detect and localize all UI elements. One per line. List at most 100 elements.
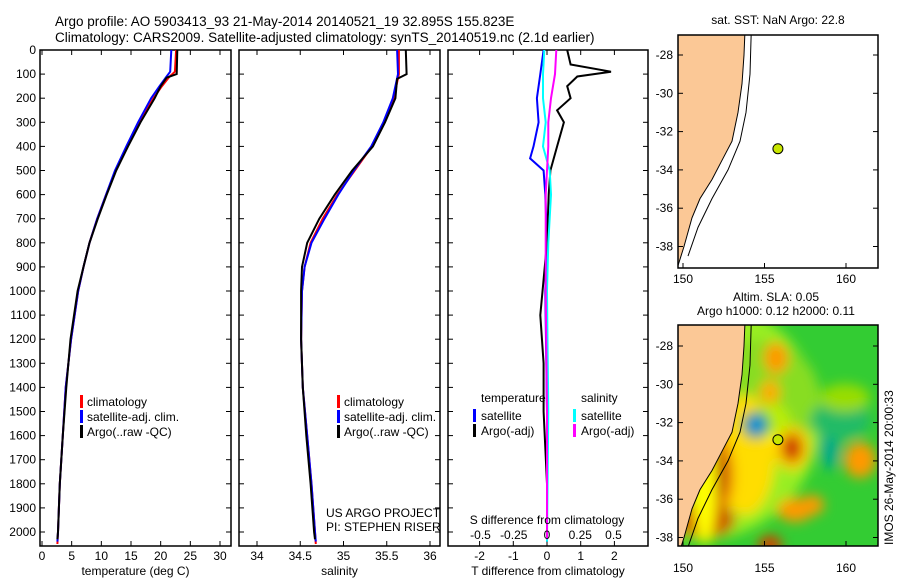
depth-tick-label: 1900 [9,501,36,515]
depth-tick-label: 100 [16,67,36,81]
series-argo-raw-qc- [56,49,179,540]
depth-tick-label: 1700 [9,453,36,467]
legend-swatch [473,409,476,422]
x-tick-label: 20 [154,549,168,563]
x-tick-label: -2 [474,549,485,563]
project-label: US ARGO PROJECT [326,506,441,520]
lat-tick-label: -30 [656,377,674,391]
legend-label: Argo(-adj) [481,424,534,438]
lat-tick-label: -36 [656,492,674,506]
depth-tick-label: 0 [29,43,36,57]
depth-tick-label: 1000 [9,284,36,298]
legend-swatch [473,424,476,437]
legend-label: satellite-adj. clim. [344,410,436,424]
lon-tick-label: 155 [754,272,774,286]
legend-label: Argo(-adj) [581,424,634,438]
s-diff-tick-label: -0.5 [470,528,491,542]
legend-label: satellite [481,409,522,423]
x-tick-label: 15 [124,549,138,563]
x-tick-label: 1 [577,549,584,563]
lat-tick-label: -34 [656,454,674,468]
legend-swatch [573,424,576,437]
series-s-satellite [541,49,553,542]
legend-swatch [337,395,340,408]
series-s-argo-adj- [544,49,558,540]
depth-tick-label: 1300 [9,356,36,370]
lon-tick-label: 150 [673,272,693,286]
lat-tick-label: -30 [656,86,674,100]
depth-tick-label: 1200 [9,332,36,346]
lat-tick-label: -32 [656,416,674,430]
series-t-argo-adj- [539,49,612,540]
sla-anomaly-blob [764,342,788,374]
title-line-2: Climatology: CARS2009. Satellite-adjuste… [55,30,595,45]
x-tick-label: 30 [213,549,227,563]
legend-title-temperature: temperature [481,391,546,405]
x-tick-label: 2 [611,549,618,563]
sst-map-title: sat. SST: NaN Argo: 22.8 [711,13,845,27]
depth-tick-label: 900 [16,260,36,274]
lon-tick-label: 155 [754,561,774,575]
legend-swatch [337,425,340,438]
argo-location-marker [772,143,784,155]
depth-tick-label: 1500 [9,405,36,419]
legend-swatch [337,410,340,423]
series-t-satellite [528,49,549,542]
panel-frame-3 [447,49,649,547]
x-tick-label: 10 [95,549,109,563]
x-tick-label: 35 [337,549,351,563]
x-tick-label: 25 [184,549,198,563]
title-line-1: Argo profile: AO 5903413_93 21-May-2014 … [55,14,515,29]
lon-tick-label: 160 [836,561,856,575]
land-australia [678,325,746,546]
panel-frame-2 [238,49,441,547]
sla-anomaly-blob [752,420,760,430]
legend-swatch [80,425,83,438]
lat-tick-label: -38 [656,240,674,254]
lat-tick-label: -28 [656,339,674,353]
legend-swatch [573,409,576,422]
depth-tick-label: 200 [16,91,36,105]
depth-tick-label: 300 [16,115,36,129]
x-tick-label: -1 [508,549,519,563]
x-tick-label: 35.5 [375,549,399,563]
lat-tick-label: -32 [656,125,674,139]
legend-label: satellite [581,409,622,423]
depth-tick-label: 500 [16,164,36,178]
s-diff-tick-label: 0.25 [569,528,593,542]
sla-anomaly-blob [760,380,780,404]
series-satellite-adj-clim- [56,49,173,542]
sla-anomaly-blob [782,434,802,462]
x-axis-label: temperature (deg C) [81,564,189,578]
lat-tick-label: -36 [656,201,674,215]
sla-anomaly-blob [844,442,876,478]
s-diff-tick-label: 0.5 [605,528,622,542]
depth-tick-label: 2000 [9,525,36,539]
lat-tick-label: -34 [656,163,674,177]
legend-swatch [80,410,83,423]
argo-location-marker [772,434,784,446]
depth-tick-label: 1600 [9,429,36,443]
panel-frame-1 [39,49,232,547]
s-diff-tick-label: -0.25 [500,528,528,542]
s-diff-tick-label: 0 [544,528,551,542]
sla-map-frame [677,324,879,547]
legend-label: satellite-adj. clim. [87,410,179,424]
isobath-line [687,325,752,546]
lat-tick-label: -28 [656,48,674,62]
argo-height-title: Argo h1000: 0.12 h2000: 0.11 [697,304,855,318]
series-climatology [56,49,178,545]
depth-tick-label: 1800 [9,477,36,491]
x-tick-label: 0 [544,549,551,563]
legend-title-salinity: salinity [581,391,618,405]
lon-tick-label: 160 [836,272,856,286]
legend-label: climatology [87,395,147,409]
depth-tick-label: 400 [16,139,36,153]
sla-anomaly-blob [820,384,870,412]
depth-tick-label: 1100 [10,308,36,322]
depth-tick-label: 600 [16,188,36,202]
lat-tick-label: -38 [656,531,674,545]
sst-map [678,35,878,268]
x-tick-label: 34 [250,549,264,563]
